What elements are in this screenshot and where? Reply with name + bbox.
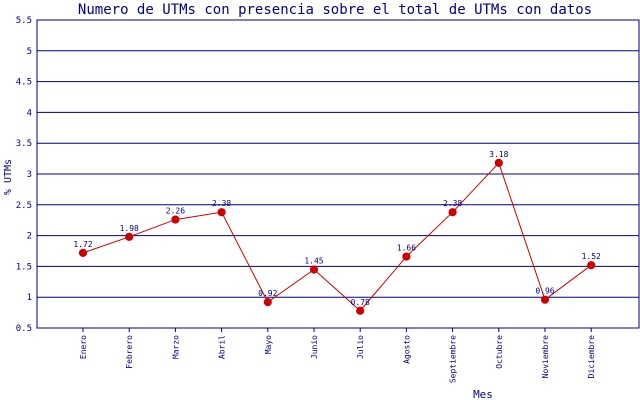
data-point [448, 208, 457, 217]
y-tick-label: 4.5 [16, 78, 32, 88]
y-tick-label: 5.5 [16, 16, 32, 26]
data-point [78, 248, 88, 257]
data-point [309, 265, 319, 274]
x-tick-label: Enero [79, 335, 88, 359]
data-point [540, 295, 550, 304]
data-point [263, 298, 272, 307]
data-label: 2.38 [443, 199, 462, 208]
x-tick-label: Noviembre [541, 335, 550, 379]
data-point [587, 261, 596, 270]
x-tick-label: Marzo [171, 335, 180, 359]
x-tick-label: Agosto [402, 335, 411, 364]
y-tick-label: 2.5 [16, 201, 32, 211]
y-tick-label: 4 [27, 108, 32, 118]
x-tick-label: Febrero [125, 335, 134, 369]
grid-layer [37, 19, 639, 329]
x-axis-label: Mes [473, 388, 493, 400]
chart-title: Numero de UTMs con presencia sobre el to… [78, 2, 592, 18]
series-line [82, 161, 592, 312]
data-label: 1.52 [582, 252, 601, 261]
x-tick-label: Mayo [264, 335, 273, 354]
data-label: 1.72 [73, 240, 92, 249]
data-point [171, 215, 180, 224]
data-point [125, 232, 134, 241]
y-tick-label: 3.5 [16, 139, 32, 149]
y-axis-label: % UTMs [3, 159, 14, 195]
series-layer: 1.72 1.98 2.26 2.38 0.92 1.45 0.78 1.66 2.38 3.18… [73, 150, 601, 315]
x-tick-label: Abril [218, 335, 227, 359]
data-point [356, 306, 365, 315]
x-tick-label: Junio [310, 335, 319, 359]
y-tick-label: 1 [27, 293, 32, 303]
data-point [494, 158, 503, 168]
data-label: 0.92 [258, 289, 277, 298]
y-tick-label: 1.5 [16, 262, 32, 272]
data-label: 0.78 [351, 298, 370, 307]
y-tick-label: 2 [27, 232, 32, 242]
x-tick-label: Octubre [495, 335, 504, 369]
x-tick-label: Julio [356, 335, 365, 359]
plot-frame [36, 19, 640, 329]
y-tick-label: 3 [27, 170, 32, 180]
x-tick-label: Diciembre [587, 335, 596, 379]
data-label: 3.18 [489, 150, 508, 159]
data-label: 2.38 [212, 199, 231, 208]
data-label: 1.98 [120, 224, 139, 233]
data-label: 0.96 [535, 287, 554, 296]
data-label: 1.66 [397, 244, 416, 253]
data-point [402, 252, 411, 261]
x-tick-label: Septiembre [449, 335, 458, 383]
data-label: 2.26 [166, 207, 185, 216]
data-label: 1.45 [304, 256, 323, 265]
y-tick-label: 0.5 [16, 324, 32, 334]
y-tick-label: 5 [27, 47, 32, 57]
data-point [217, 208, 226, 217]
